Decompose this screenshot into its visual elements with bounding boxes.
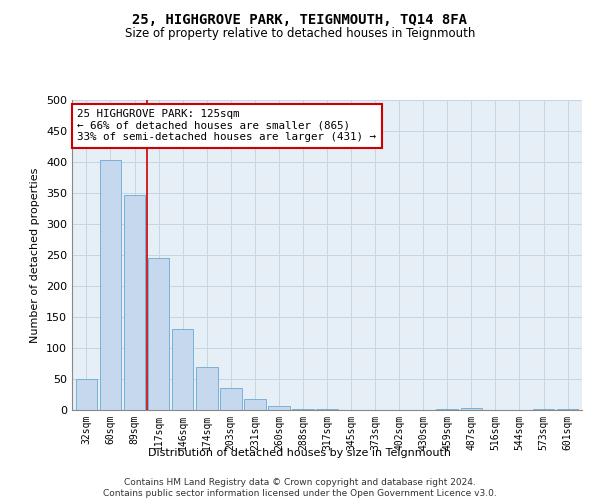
Bar	[76, 379, 97, 410]
Text: Contains HM Land Registry data © Crown copyright and database right 2024.
Contai: Contains HM Land Registry data © Crown c…	[103, 478, 497, 498]
Bar	[292, 409, 314, 410]
Text: 25 HIGHGROVE PARK: 125sqm
← 66% of detached houses are smaller (865)
33% of semi: 25 HIGHGROVE PARK: 125sqm ← 66% of detac…	[77, 110, 376, 142]
Text: Size of property relative to detached houses in Teignmouth: Size of property relative to detached ho…	[125, 28, 475, 40]
Bar	[268, 406, 290, 410]
Bar	[172, 330, 193, 410]
Bar	[196, 366, 218, 410]
Bar	[244, 399, 266, 410]
Bar	[220, 388, 242, 410]
Text: Distribution of detached houses by size in Teignmouth: Distribution of detached houses by size …	[149, 448, 452, 458]
Bar	[436, 409, 458, 410]
Bar	[124, 195, 145, 410]
Bar	[100, 160, 121, 410]
Bar	[461, 408, 482, 410]
Text: 25, HIGHGROVE PARK, TEIGNMOUTH, TQ14 8FA: 25, HIGHGROVE PARK, TEIGNMOUTH, TQ14 8FA	[133, 12, 467, 26]
Bar	[148, 258, 169, 410]
Y-axis label: Number of detached properties: Number of detached properties	[31, 168, 40, 342]
Bar	[557, 409, 578, 410]
